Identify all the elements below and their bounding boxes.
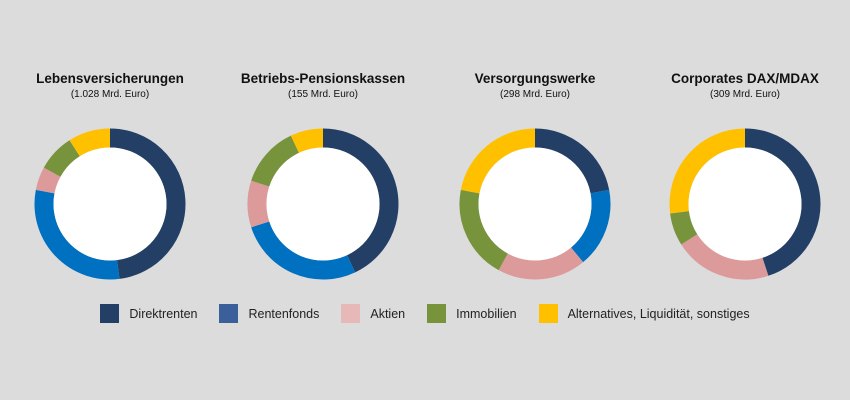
legend-item-direktrenten: Direktrenten [100, 304, 197, 323]
donut-hole [478, 147, 592, 261]
legend-item-immobilien: Immobilien [427, 304, 517, 323]
donut-segment-aktien [498, 247, 584, 280]
donut-segment-aktien [681, 233, 769, 280]
donut-hole [688, 147, 802, 261]
donut-segment-alternatives-liquidit-t-sonstiges [69, 128, 111, 157]
donut-segment-aktien [247, 180, 270, 228]
legend-label: Rentenfonds [248, 306, 320, 321]
donut-segment-rentenfonds [251, 221, 356, 280]
donut-segment-direktrenten [322, 128, 399, 273]
donut-chart-2 [247, 128, 399, 280]
legend: Direktrenten Rentenfonds Aktien Immobili… [0, 304, 850, 323]
donut-segment-aktien [35, 167, 61, 194]
donut-chart-1 [34, 128, 186, 280]
donut-segment-alternatives-liquidit-t-sonstiges [290, 128, 324, 154]
donut-segment-rentenfonds [34, 189, 120, 280]
chart-subtitle: (309 Mrd. Euro) [709, 89, 781, 100]
donut-segment-alternatives-liquidit-t-sonstiges [460, 128, 536, 194]
chart-subtitle: (155 Mrd. Euro) [287, 89, 359, 100]
chart-panel-3: Versorgungswerke (298 Mrd. Euro) [435, 70, 635, 102]
legend-label: Immobilien [456, 306, 517, 321]
chart-panel-1: Lebensversicherungen (1.028 Mrd. Euro) [10, 70, 210, 102]
legend-label: Aktien [370, 306, 406, 321]
donut-segment-immobilien [251, 135, 300, 187]
donut-chart-3 [459, 128, 611, 280]
legend-label: Alternatives, Liquidität, sonstiges [567, 306, 750, 321]
chart-panel-2: Betriebs-Pensionskassen (155 Mrd. Euro) [223, 70, 423, 102]
legend-swatch [341, 304, 361, 323]
chart-panel-4: Corporates DAX/MDAX (309 Mrd. Euro) [645, 70, 845, 102]
donut-segment-direktrenten [744, 128, 821, 276]
donut-hole [53, 147, 167, 261]
donut-hole [266, 147, 380, 261]
legend-label: Direktrenten [129, 306, 198, 321]
legend-swatch [427, 304, 447, 323]
legend-item-alternatives: Alternatives, Liquidität, sonstiges [538, 304, 750, 323]
donut-segment-immobilien [43, 140, 81, 178]
chart-title: Lebensversicherungen [36, 71, 184, 86]
chart-title: Betriebs-Pensionskassen [240, 71, 406, 86]
legend-swatch [219, 304, 239, 323]
donut-segment-direktrenten [534, 128, 610, 194]
chart-subtitle: (298 Mrd. Euro) [499, 89, 571, 100]
donut-segment-direktrenten [109, 128, 186, 279]
donut-segment-rentenfonds [570, 189, 611, 263]
legend-swatch [100, 304, 120, 323]
chart-subtitle: (1.028 Mrd. Euro) [70, 89, 150, 100]
legend-item-rentenfonds: Rentenfonds [219, 304, 319, 323]
legend-swatch [538, 304, 558, 323]
legend-item-aktien: Aktien [341, 304, 405, 323]
chart-title: Versorgungswerke [474, 71, 596, 86]
donut-segment-immobilien [459, 189, 509, 271]
donut-segment-immobilien [670, 210, 698, 245]
chart-title: Corporates DAX/MDAX [671, 71, 819, 86]
donut-chart-4 [669, 128, 821, 280]
donut-segment-alternatives-liquidit-t-sonstiges [669, 128, 746, 214]
